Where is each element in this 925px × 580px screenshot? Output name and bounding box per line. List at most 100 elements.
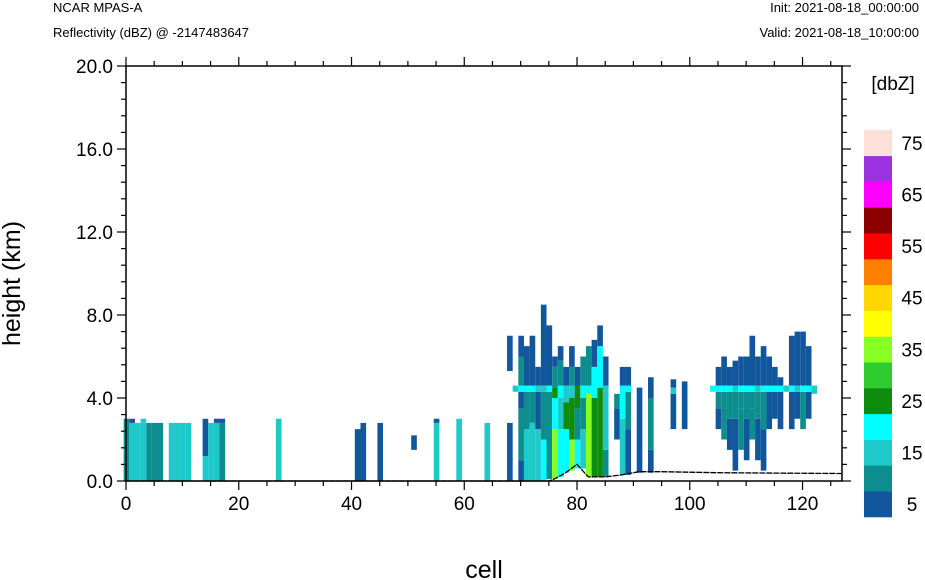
reflectivity-cell (557, 429, 564, 477)
reflectivity-cell (140, 422, 147, 481)
reflectivity-cell (614, 393, 620, 409)
y-axis-title: height (km) (0, 221, 26, 346)
reflectivity-cell (546, 391, 553, 479)
reflectivity-cell (202, 418, 209, 457)
reflectivity-cell (484, 422, 491, 481)
colorbar-swatch (864, 181, 892, 208)
reflectivity-cell (766, 385, 773, 392)
x-tick-label: 60 (454, 494, 475, 515)
reflectivity-cell (760, 429, 767, 471)
reflectivity-cell (377, 422, 384, 481)
model-name: NCAR MPAS-A (53, 0, 143, 15)
reflectivity-cell (552, 429, 558, 479)
colorbar-label: 75 (901, 134, 922, 155)
reflectivity-cell (523, 346, 530, 386)
reflectivity-cell (794, 331, 801, 386)
reflectivity-cell (518, 408, 524, 461)
colorbar-label: 35 (901, 340, 922, 361)
reflectivity-cell (563, 366, 570, 386)
x-tick-label: 120 (787, 494, 819, 515)
y-tick-labels: 0.0 4.0 8.0 12.0 16.0 20.0 (76, 57, 113, 493)
reflectivity-cell (648, 398, 654, 450)
reflectivity-cell (523, 385, 530, 392)
reflectivity-cell (755, 356, 761, 386)
axis-ticks (117, 57, 851, 490)
reflectivity-cell (518, 391, 524, 409)
reflectivity-cell (597, 325, 603, 347)
reflectivity-cell (219, 418, 226, 423)
reflectivity-cell (563, 429, 570, 473)
reflectivity-cell (625, 429, 632, 475)
reflectivity-cell (800, 331, 806, 386)
colorbar-unit-label: [dbZ] (871, 74, 914, 95)
reflectivity-cell (174, 422, 181, 481)
colorbar-swatch (864, 207, 892, 234)
y-tick-label: 0.0 (87, 472, 113, 493)
reflectivity-cell (529, 385, 536, 392)
x-tick-label: 100 (674, 494, 706, 515)
reflectivity-cell (129, 418, 135, 423)
reflectivity-cell (614, 408, 620, 440)
reflectivity-cell (766, 391, 773, 430)
x-tick-label: 20 (228, 494, 249, 515)
colorbar-labels: 5 15 25 35 45 55 65 75 (901, 134, 922, 516)
colorbar (864, 130, 892, 518)
reflectivity-cell (726, 366, 733, 386)
reflectivity-cell (749, 335, 756, 386)
reflectivity-cell (529, 391, 536, 423)
reflectivity-cell (507, 422, 513, 481)
reflectivity-cell (805, 346, 812, 386)
colorbar-swatch (864, 284, 892, 311)
reflectivity-cell (648, 449, 654, 473)
reflectivity-cell (670, 387, 677, 394)
reflectivity-cell (557, 385, 564, 398)
reflectivity-cell (512, 385, 519, 392)
colorbar-swatch (864, 439, 892, 466)
reflectivity-cell (574, 385, 581, 409)
colorbar-swatch (864, 388, 892, 415)
init-time: Init: 2021-08-18_00:00:00 (770, 0, 919, 15)
reflectivity-cell (202, 456, 209, 481)
reflectivity-cell (354, 429, 361, 482)
reflectivity-cell (772, 366, 778, 386)
reflectivity-cell (738, 356, 744, 386)
reflectivity-cell (755, 391, 761, 419)
reflectivity-cell (507, 335, 513, 372)
reflectivity-cell (213, 422, 220, 481)
colorbar-label: 5 (907, 495, 918, 516)
reflectivity-cell (721, 385, 727, 392)
reflectivity-cell (585, 346, 592, 386)
reflectivity-cell (569, 366, 575, 386)
reflectivity-cell (523, 429, 530, 482)
reflectivity-cell (157, 422, 164, 481)
reflectivity-cell (715, 408, 722, 430)
reflectivity-cell (788, 385, 795, 392)
reflectivity-cell (602, 449, 609, 477)
reflectivity-cell (552, 398, 558, 430)
colorbar-swatch (864, 233, 892, 260)
reflectivity-cell (625, 385, 632, 392)
reflectivity-cell (574, 408, 581, 440)
reflectivity-cell (219, 422, 226, 481)
reflectivity-cell (569, 398, 575, 440)
reflectivity-cell (569, 385, 575, 398)
reflectivity-cell (721, 391, 727, 440)
reflectivity-cell (360, 422, 367, 481)
reflectivity-cell (574, 366, 581, 386)
reflectivity-cell (523, 391, 530, 430)
reflectivity-cell (800, 391, 806, 430)
reflectivity-cells (123, 304, 818, 482)
reflectivity-cell (134, 422, 141, 481)
reflectivity-cell (811, 385, 818, 394)
reflectivity-cell (552, 356, 558, 367)
reflectivity-cell (275, 418, 282, 481)
colorbar-label: 65 (901, 186, 922, 207)
reflectivity-cell (433, 422, 440, 481)
reflectivity-cell (625, 366, 632, 386)
reflectivity-cell (794, 385, 801, 392)
reflectivity-cell (433, 418, 440, 423)
reflectivity-cell (129, 422, 135, 481)
x-tick-label: 80 (566, 494, 587, 515)
colorbar-label: 55 (901, 237, 922, 258)
reflectivity-cell (540, 385, 547, 392)
